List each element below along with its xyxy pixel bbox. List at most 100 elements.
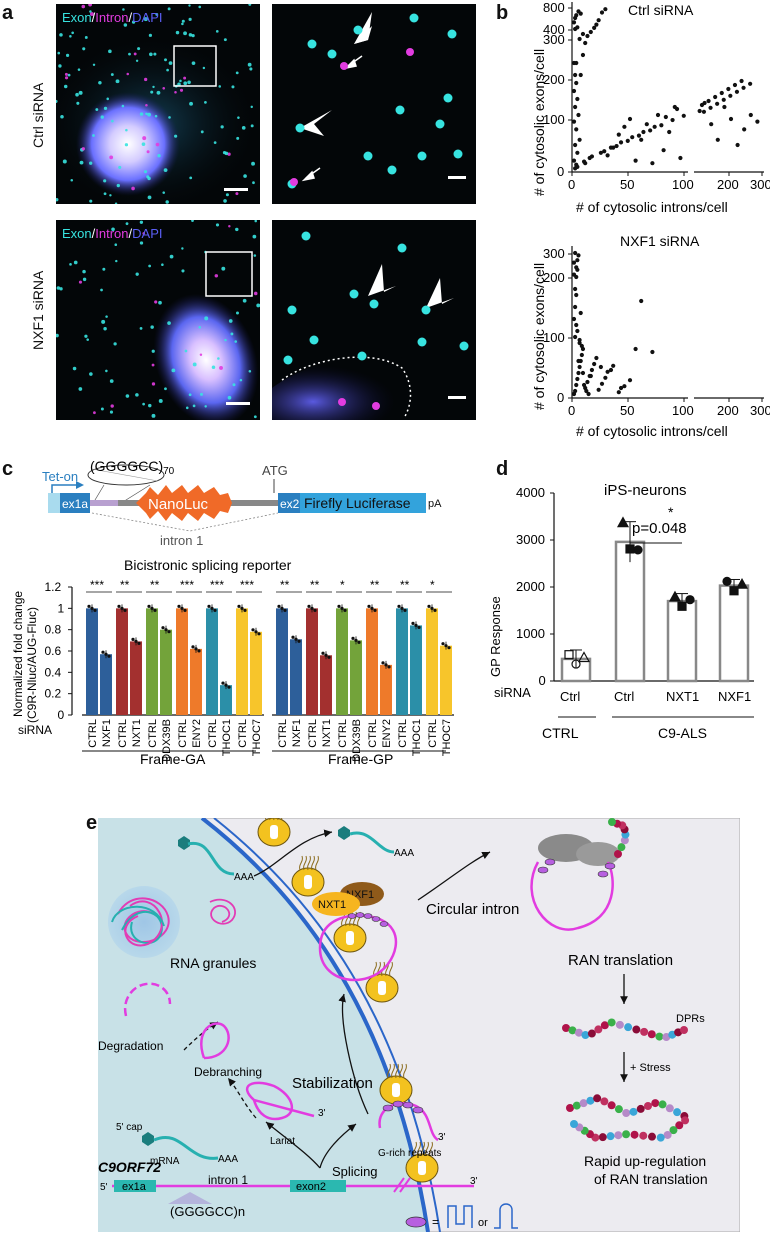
pore-channel [346,931,354,945]
data-point [697,108,702,114]
scatter-xlabel-nxf1: # of cytosolic introns/cell [576,423,728,439]
pore-filament [265,818,267,821]
data-point [573,286,578,292]
exon-punctum [447,29,457,39]
micrograph-ctrl-zoom [272,4,476,204]
data-point [728,93,733,98]
data-point [708,105,713,110]
dpr-chain-bottom [566,1094,690,1142]
pore-filament [395,1063,399,1079]
g4-bead [392,1100,404,1108]
data-point [726,86,731,92]
punctum [115,259,118,263]
punctum [121,104,125,108]
scale-bar [448,396,466,399]
punctum [111,119,114,123]
punctum [189,101,193,106]
bar [306,608,318,715]
replicate-point [277,604,281,608]
exon-punctum [349,289,359,299]
dpr-bead [648,1132,656,1141]
punctum [248,369,252,373]
gp-group-als: C9-ALS [658,725,707,741]
punctum [200,130,204,134]
replicate-point [307,604,311,608]
punctum [109,194,112,197]
g4-bead [537,866,549,874]
y-tick-label: 0.6 [45,644,62,658]
panel-label-c: c [2,458,14,480]
replicate-point [161,626,165,630]
punctum [78,387,83,391]
y-tick-label: 3000 [516,532,545,547]
row-label-nxf1: NXF1 siRNA [30,270,46,350]
data-point [616,132,621,137]
data-point [627,116,633,122]
g4-bead [604,862,616,870]
punctum [162,87,166,90]
replicate-point [240,606,244,610]
pore-channel [392,1083,400,1097]
data-point [576,370,581,376]
x-tick-label: CTRL [367,719,379,748]
punctum [161,263,164,266]
replicate-point [227,685,231,689]
punctum [249,67,253,71]
g-rich-label: G-rich repeats [378,1148,441,1159]
pore-filament [413,1141,417,1157]
replicate-point [123,608,127,612]
punctum [253,291,258,296]
punctum [78,280,83,284]
punctum [162,191,166,194]
zoom-box [173,45,217,87]
data-point [575,164,580,169]
punctum [148,403,152,408]
punctum [84,36,88,39]
punctum [253,254,257,257]
punctum [168,61,173,65]
x-tick-label: Ctrl [614,689,634,704]
data-point [739,78,744,84]
punctum [114,202,118,204]
bar [320,655,332,715]
punctum [122,8,125,11]
punctum [135,59,139,62]
replicate-circle [633,545,643,555]
punctum [164,387,167,391]
data-point [573,304,578,310]
data-point [580,31,586,37]
g4-bead [355,912,365,918]
splicing-label: Splicing [332,1164,378,1179]
punctum [149,52,153,57]
x-tick-label: 0 [568,177,575,192]
replicate-point [137,641,141,645]
bar [336,608,348,715]
punctum [184,349,188,353]
punctum [59,287,63,291]
ex1a-box [60,493,90,513]
punctum [78,90,83,95]
significance-label: *** [180,578,194,592]
rna-granule-large [108,886,180,958]
nuclear-pore [365,961,399,1003]
data-point [592,361,597,367]
g-quadruplex-icon [447,1205,473,1228]
data-point [734,89,740,94]
g4-bead [544,858,556,866]
bar [236,608,248,715]
data-point [618,140,624,145]
replicate-point [354,638,358,642]
punctum [204,405,207,408]
gp-response-chart: iPS-neurons GP Response siRNA p=0.048 * … [488,482,754,741]
data-point [611,363,616,368]
svg-text:intron 1: intron 1 [208,1173,248,1187]
data-point [602,149,607,154]
punctum [218,85,222,88]
punctum [67,73,71,77]
punctum [111,227,115,232]
exon-punctum [417,151,427,161]
punctum [151,349,155,353]
punctum [227,152,231,156]
punctum [110,73,114,76]
